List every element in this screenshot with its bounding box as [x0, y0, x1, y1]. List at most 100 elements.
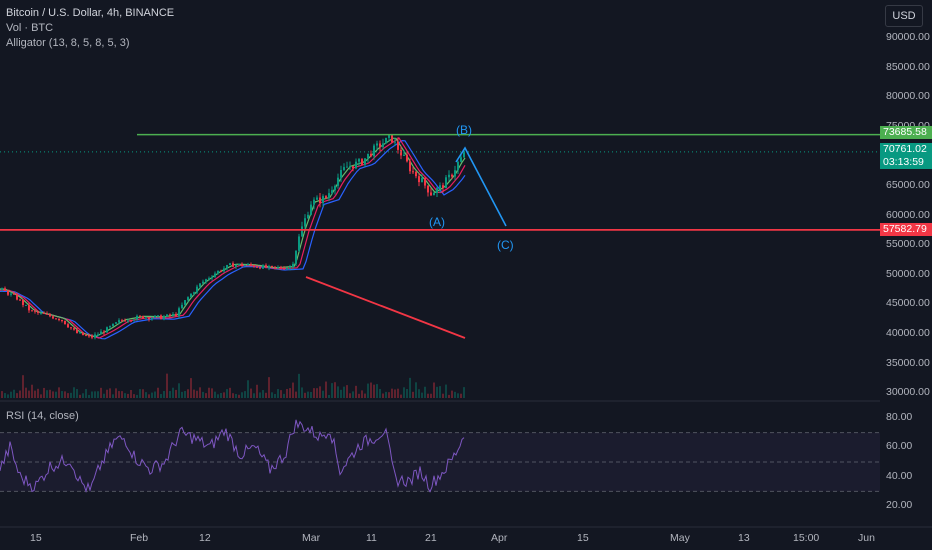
countdown-label: 03:13:59	[880, 156, 932, 169]
candle-body	[133, 319, 135, 321]
volume-bar	[49, 389, 51, 398]
volume-bar	[355, 385, 357, 398]
volume-bar	[400, 394, 402, 398]
candle-body	[337, 177, 339, 186]
volume-bar	[205, 393, 207, 398]
volume-bar	[211, 388, 213, 398]
volume-bar	[463, 387, 465, 398]
volume-bar	[37, 388, 39, 398]
volume-bar	[259, 392, 261, 398]
candle-body	[226, 264, 228, 269]
volume-bar	[67, 393, 69, 398]
candle-body	[319, 197, 321, 204]
volume-bar	[346, 385, 348, 398]
time-axis-label: 15	[577, 532, 589, 544]
volume-bar	[379, 388, 381, 398]
time-axis-label: Jun	[858, 532, 875, 544]
volume-bar	[307, 391, 309, 398]
volume-bar	[412, 391, 414, 398]
resistance-price-label: 73685.58	[880, 126, 932, 139]
volume-bar	[151, 392, 153, 398]
candle-body	[193, 292, 195, 294]
currency-button[interactable]: USD	[885, 5, 923, 27]
volume-bar	[268, 377, 270, 398]
price-axis-tick: 45000.00	[886, 297, 930, 310]
candle-body	[361, 159, 363, 165]
candle-body	[250, 264, 252, 266]
volume-bar	[61, 391, 63, 398]
candle-body	[370, 153, 372, 157]
volume-bar	[91, 391, 93, 398]
candle-body	[115, 322, 117, 324]
volume-bar	[418, 389, 420, 398]
candle-body	[418, 176, 420, 183]
candle-body	[175, 313, 177, 317]
candle-body	[244, 265, 246, 267]
candle-body	[22, 299, 24, 305]
volume-bar	[316, 388, 318, 398]
volume-bar	[265, 392, 267, 398]
volume-bar	[349, 393, 351, 398]
candle-body	[199, 283, 201, 287]
candle-body	[424, 178, 426, 186]
volume-bar	[157, 387, 159, 398]
volume-bar	[388, 392, 390, 398]
volume-bar	[4, 393, 6, 398]
candle-body	[388, 135, 390, 138]
candle-body	[157, 315, 159, 317]
rsi-axis-tick: 80.00	[886, 411, 913, 423]
candle-body	[40, 312, 42, 314]
volume-bar	[133, 394, 135, 398]
volume-bar	[364, 393, 366, 398]
symbol-title[interactable]: Bitcoin / U.S. Dollar, 4h, BINANCE	[6, 7, 175, 19]
candle-body	[268, 265, 270, 268]
volume-bar	[241, 392, 243, 398]
candle-body	[304, 218, 306, 227]
volume-bar	[310, 391, 312, 398]
volume-bar	[85, 389, 87, 398]
volume-bar	[34, 390, 36, 398]
volume-bar	[244, 391, 246, 398]
candle-body	[436, 188, 438, 194]
volume-bar	[343, 386, 345, 398]
alligator-indicator-label[interactable]: Alligator (13, 8, 5, 8, 5, 3)	[6, 37, 130, 49]
volume-bar	[172, 387, 174, 398]
candle-body	[49, 314, 51, 317]
volume-indicator-label[interactable]: Vol · BTC	[6, 22, 54, 34]
candle-body	[43, 312, 45, 314]
volume-bar	[94, 391, 96, 398]
candle-body	[223, 268, 225, 272]
volume-bar	[340, 389, 342, 398]
candle-body	[169, 314, 171, 316]
candle-body	[352, 166, 354, 169]
rsi-indicator-label[interactable]: RSI (14, close)	[6, 410, 79, 422]
candle-body	[100, 331, 102, 335]
volume-bar	[373, 384, 375, 398]
candle-body	[310, 204, 312, 215]
candle-body	[277, 267, 279, 269]
candle-body	[415, 171, 417, 177]
candle-body	[106, 327, 108, 333]
candle-body	[286, 267, 288, 270]
rsi-band	[0, 432, 880, 492]
time-axis-label: 13	[738, 532, 750, 544]
candle-body	[160, 315, 162, 320]
candle-body	[16, 294, 18, 300]
volume-bar	[409, 377, 411, 398]
candle-body	[13, 293, 15, 295]
candle-body	[316, 197, 318, 200]
candle-body	[154, 315, 156, 318]
candle-body	[238, 263, 240, 266]
candle-body	[256, 266, 258, 268]
candle-body	[253, 265, 255, 267]
rsi-legend: RSI (14, close)	[6, 409, 79, 424]
volume-bar	[415, 382, 417, 398]
rsi-axis-tick: 60.00	[886, 440, 913, 453]
time-axis-label: 12	[199, 532, 211, 544]
candle-body	[367, 153, 369, 159]
volume-bar	[100, 387, 102, 398]
candle-body	[64, 320, 66, 325]
volume-bar	[184, 390, 186, 398]
candle-body	[301, 226, 303, 237]
